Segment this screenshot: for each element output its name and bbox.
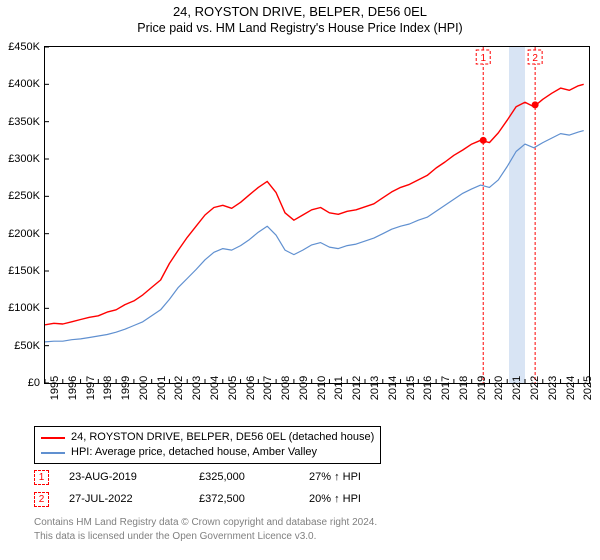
y-tick-label: £400K [0, 78, 40, 90]
sale-diff: 20% ↑ HPI [309, 493, 409, 505]
x-tick-label: 2018 [458, 376, 470, 400]
x-tick-label: 1999 [120, 376, 132, 400]
chart-subtitle: Price paid vs. HM Land Registry's House … [0, 19, 600, 35]
sale-date: 27-JUL-2022 [69, 493, 199, 505]
y-tick-label: £250K [0, 190, 40, 202]
sale-date: 23-AUG-2019 [69, 471, 199, 483]
x-tick-label: 2006 [245, 376, 257, 400]
attribution-line: This data is licensed under the Open Gov… [34, 530, 377, 544]
x-tick-label: 2005 [227, 376, 239, 400]
legend-swatch [41, 437, 65, 439]
x-tick-label: 2009 [298, 376, 310, 400]
x-tick-label: 2012 [351, 376, 363, 400]
attribution-line: Contains HM Land Registry data © Crown c… [34, 516, 377, 530]
y-tick-label: £0 [0, 377, 40, 389]
legend-item: HPI: Average price, detached house, Ambe… [41, 445, 374, 460]
x-tick-label: 2024 [565, 376, 577, 400]
x-tick-label: 2000 [138, 376, 150, 400]
y-tick-label: £200K [0, 228, 40, 240]
x-tick-label: 1995 [49, 376, 61, 400]
x-tick-label: 1996 [67, 376, 79, 400]
y-tick-label: £50K [0, 340, 40, 352]
x-tick-label: 2011 [333, 376, 345, 400]
x-tick-label: 2004 [209, 376, 221, 400]
legend-swatch [41, 452, 65, 454]
plot-svg [45, 47, 589, 383]
x-tick-label: 2016 [422, 376, 434, 400]
sale-row: 2 27-JUL-2022 £372,500 20% ↑ HPI [34, 488, 409, 510]
y-tick-label: £350K [0, 116, 40, 128]
x-tick-label: 2008 [280, 376, 292, 400]
x-tick-label: 2017 [440, 376, 452, 400]
legend-label: 24, ROYSTON DRIVE, BELPER, DE56 0EL (det… [71, 430, 374, 445]
sale-marker-icon: 2 [34, 492, 49, 507]
x-tick-label: 2001 [156, 376, 168, 400]
x-tick-label: 1997 [85, 376, 97, 400]
legend-item: 24, ROYSTON DRIVE, BELPER, DE56 0EL (det… [41, 430, 374, 445]
x-tick-label: 1998 [102, 376, 114, 400]
y-tick-label: £300K [0, 153, 40, 165]
x-tick-label: 2003 [191, 376, 203, 400]
plot-area [44, 46, 590, 384]
x-tick-label: 2015 [405, 376, 417, 400]
sale-price: £372,500 [199, 493, 309, 505]
sale-row: 1 23-AUG-2019 £325,000 27% ↑ HPI [34, 466, 409, 488]
x-tick-label: 2014 [387, 376, 399, 400]
x-tick-label: 2020 [493, 376, 505, 400]
x-tick-label: 2010 [316, 376, 328, 400]
x-tick-label: 2023 [547, 376, 559, 400]
y-tick-label: £450K [0, 41, 40, 53]
x-tick-label: 2025 [582, 376, 594, 400]
x-tick-label: 2013 [369, 376, 381, 400]
sale-marker-icon: 1 [34, 470, 49, 485]
y-tick-label: £150K [0, 265, 40, 277]
chart-container: 24, ROYSTON DRIVE, BELPER, DE56 0EL Pric… [0, 0, 600, 560]
x-tick-label: 2019 [476, 376, 488, 400]
x-tick-label: 2007 [262, 376, 274, 400]
sale-diff: 27% ↑ HPI [309, 471, 409, 483]
x-tick-label: 2021 [511, 376, 523, 400]
y-tick-label: £100K [0, 302, 40, 314]
legend: 24, ROYSTON DRIVE, BELPER, DE56 0EL (det… [34, 426, 381, 464]
x-tick-label: 2002 [173, 376, 185, 400]
x-tick-label: 2022 [529, 376, 541, 400]
attribution: Contains HM Land Registry data © Crown c… [34, 516, 377, 543]
sale-price: £325,000 [199, 471, 309, 483]
legend-label: HPI: Average price, detached house, Ambe… [71, 445, 317, 460]
chart-title: 24, ROYSTON DRIVE, BELPER, DE56 0EL [0, 0, 600, 19]
sales-table: 1 23-AUG-2019 £325,000 27% ↑ HPI 2 27-JU… [34, 466, 409, 510]
